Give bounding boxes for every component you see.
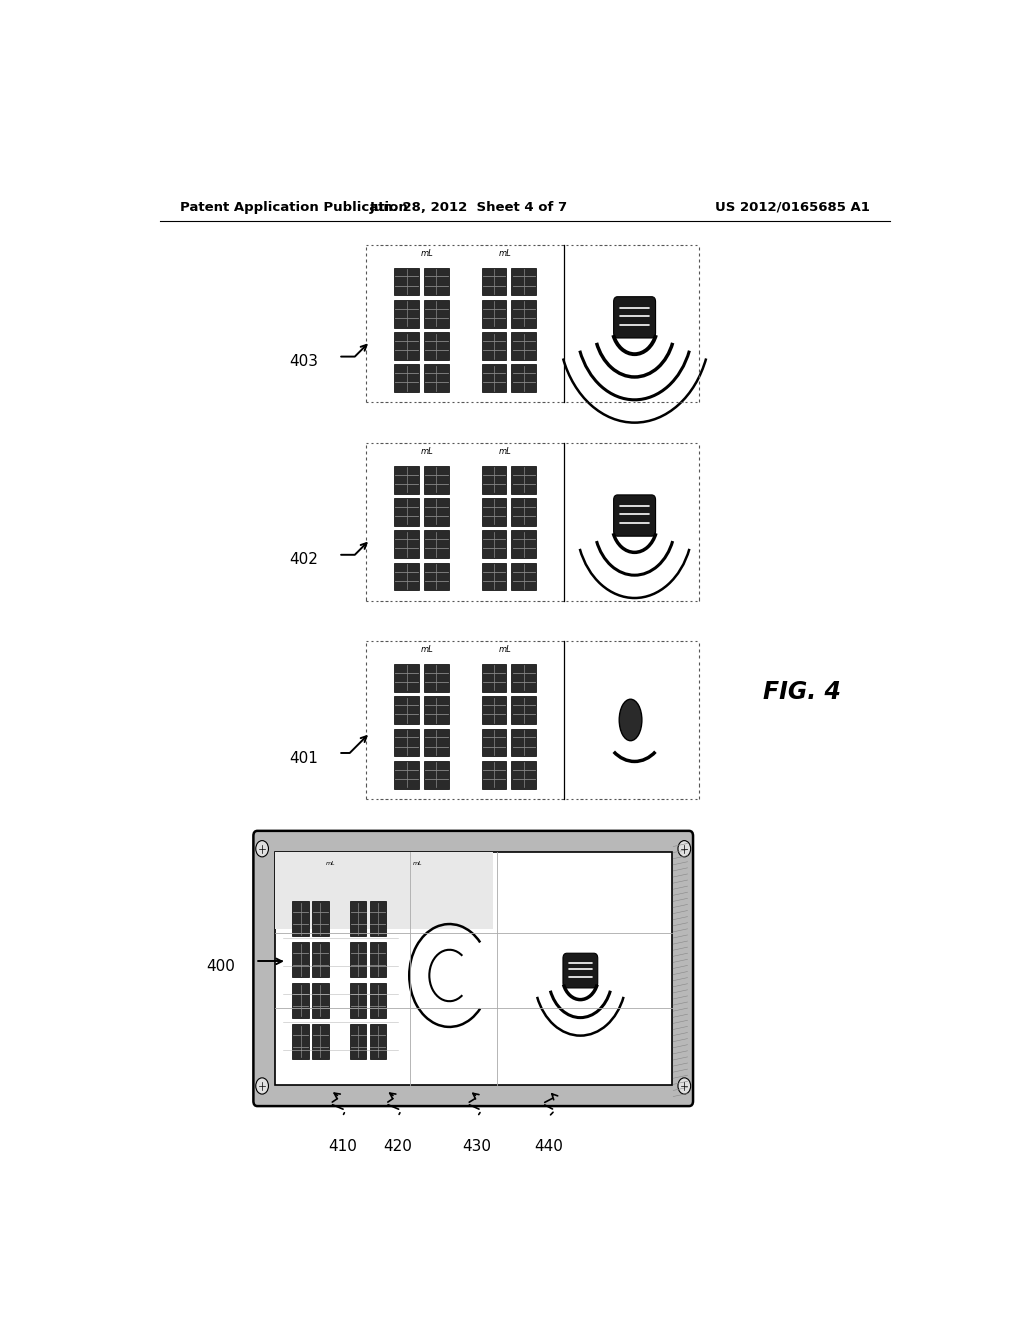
Bar xyxy=(394,268,419,296)
Bar xyxy=(511,466,537,494)
Text: 402: 402 xyxy=(290,552,318,568)
Bar xyxy=(511,664,537,692)
Text: 420: 420 xyxy=(383,1139,413,1154)
Circle shape xyxy=(678,841,690,857)
Bar xyxy=(481,696,507,723)
Text: mL: mL xyxy=(499,645,511,655)
Bar xyxy=(394,729,419,756)
Bar xyxy=(511,333,537,360)
Text: mL: mL xyxy=(421,249,434,257)
Bar xyxy=(481,664,507,692)
Text: Patent Application Publication: Patent Application Publication xyxy=(179,201,408,214)
Bar xyxy=(511,562,537,590)
Bar xyxy=(394,364,419,392)
Text: mL: mL xyxy=(413,861,423,866)
Bar xyxy=(424,664,449,692)
Bar xyxy=(511,300,537,327)
Bar xyxy=(481,760,507,788)
Bar xyxy=(511,531,537,558)
FancyBboxPatch shape xyxy=(613,495,655,536)
Circle shape xyxy=(678,1078,690,1094)
FancyBboxPatch shape xyxy=(563,953,598,987)
Bar xyxy=(424,498,449,525)
Bar xyxy=(350,983,367,1018)
Bar xyxy=(511,268,537,296)
Bar xyxy=(370,1024,386,1059)
Bar xyxy=(511,364,537,392)
Text: 401: 401 xyxy=(290,751,318,766)
Bar xyxy=(424,696,449,723)
Circle shape xyxy=(256,1078,268,1094)
Bar xyxy=(312,1024,329,1059)
Bar xyxy=(274,851,672,1085)
Bar xyxy=(292,902,309,936)
Bar xyxy=(312,942,329,977)
Bar xyxy=(292,983,309,1018)
Bar xyxy=(481,300,507,327)
Bar xyxy=(424,562,449,590)
Bar xyxy=(394,664,419,692)
Text: mL: mL xyxy=(499,249,511,257)
Bar xyxy=(424,364,449,392)
Bar xyxy=(370,983,386,1018)
Bar xyxy=(511,696,537,723)
Text: 400: 400 xyxy=(206,958,236,974)
Bar xyxy=(394,300,419,327)
Text: 410: 410 xyxy=(328,1139,356,1154)
Text: mL: mL xyxy=(499,447,511,455)
Text: 440: 440 xyxy=(535,1139,563,1154)
Bar xyxy=(394,562,419,590)
Text: Jun. 28, 2012  Sheet 4 of 7: Jun. 28, 2012 Sheet 4 of 7 xyxy=(371,201,568,214)
Bar xyxy=(511,729,537,756)
Bar xyxy=(481,466,507,494)
Bar xyxy=(424,300,449,327)
Bar xyxy=(350,1024,367,1059)
Bar xyxy=(424,760,449,788)
Bar xyxy=(424,531,449,558)
Bar xyxy=(481,729,507,756)
Text: US 2012/0165685 A1: US 2012/0165685 A1 xyxy=(715,201,870,214)
FancyBboxPatch shape xyxy=(253,830,693,1106)
Bar xyxy=(424,729,449,756)
Bar xyxy=(481,562,507,590)
FancyBboxPatch shape xyxy=(613,297,655,338)
Bar xyxy=(292,1024,309,1059)
Text: mL: mL xyxy=(421,447,434,455)
Bar xyxy=(511,760,537,788)
Bar xyxy=(424,466,449,494)
Bar xyxy=(394,531,419,558)
Circle shape xyxy=(256,841,268,857)
Bar xyxy=(394,696,419,723)
Bar xyxy=(312,983,329,1018)
Bar xyxy=(481,333,507,360)
Text: 430: 430 xyxy=(463,1139,492,1154)
Bar xyxy=(481,268,507,296)
Bar xyxy=(370,902,386,936)
Bar xyxy=(424,333,449,360)
Bar xyxy=(481,531,507,558)
Text: 403: 403 xyxy=(290,354,318,370)
Bar xyxy=(350,942,367,977)
Bar xyxy=(370,942,386,977)
Ellipse shape xyxy=(620,700,642,741)
Bar xyxy=(394,466,419,494)
Text: FIG. 4: FIG. 4 xyxy=(763,680,841,704)
Bar xyxy=(511,498,537,525)
Text: mL: mL xyxy=(326,861,335,866)
Bar xyxy=(274,851,494,929)
Bar xyxy=(312,902,329,936)
Bar xyxy=(481,364,507,392)
Bar xyxy=(394,333,419,360)
Bar xyxy=(292,942,309,977)
Text: mL: mL xyxy=(421,645,434,655)
Bar xyxy=(394,760,419,788)
Bar xyxy=(424,268,449,296)
Bar xyxy=(481,498,507,525)
Bar xyxy=(394,498,419,525)
Bar xyxy=(350,902,367,936)
